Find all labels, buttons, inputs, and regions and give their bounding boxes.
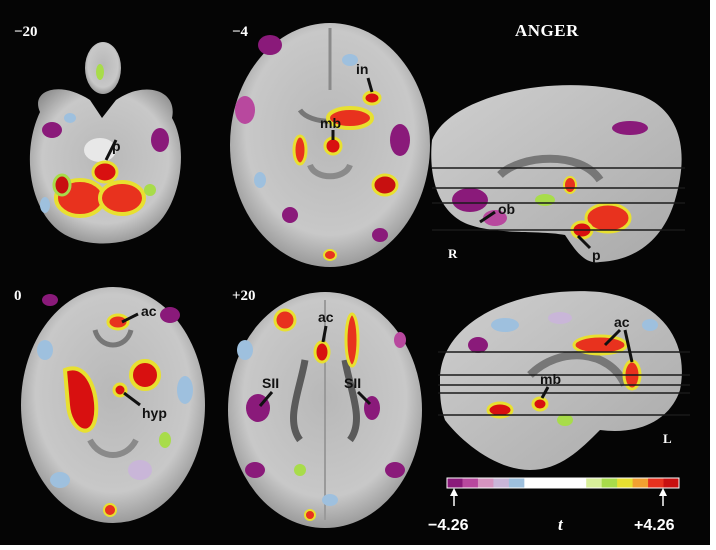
colorbar-segment (555, 478, 572, 488)
arrow (540, 386, 550, 399)
arrow (356, 390, 372, 406)
arrow (123, 391, 141, 407)
arrow (576, 234, 592, 250)
figure-title: ANGER (515, 21, 579, 40)
axial-slice-plus-20: +20 ac SII SII (228, 288, 422, 528)
activation-blobs (37, 294, 193, 517)
annotation-p: p (592, 247, 601, 263)
colorbar-segment (617, 478, 634, 488)
annotation-in: in (356, 61, 368, 77)
colorbar-min-arrowhead (450, 488, 458, 496)
colorbar-segment (570, 478, 587, 488)
colorbar-segment (648, 478, 665, 488)
colorbar-max-arrowhead (659, 488, 667, 496)
axial-slice-minus-4: −4 in mb (230, 23, 430, 267)
annotation-hyp: hyp (142, 405, 167, 421)
colorbar-min-label: −4.26 (428, 517, 469, 534)
annotation-p: p (112, 138, 121, 154)
slice-lines (432, 167, 685, 231)
arrow (258, 391, 274, 407)
activation-blobs (237, 308, 406, 521)
axial-slice-0: 0 ac hyp (14, 287, 205, 523)
annotation-mb: mb (540, 371, 561, 387)
brain-outline (21, 287, 205, 523)
side-label-l: L (663, 431, 672, 446)
activation-blobs (468, 312, 658, 426)
annotation-ac: ac (614, 314, 630, 330)
colorbar-segment (477, 478, 494, 488)
arrow (479, 210, 496, 224)
slice-label: +20 (232, 288, 256, 304)
arrow (603, 328, 622, 347)
colorbar-segment (493, 478, 510, 488)
annotation-sii-right: SII (344, 375, 361, 391)
annotation-mb: mb (320, 115, 341, 131)
colorbar-segment (663, 478, 680, 488)
colorbar-segment (524, 478, 541, 488)
slice-label: −20 (14, 24, 38, 40)
slice-label: −4 (232, 24, 249, 40)
colorbar-segment (447, 478, 463, 488)
annotation-sii-left: SII (262, 375, 279, 391)
colorbar-segment (462, 478, 479, 488)
slice-label: 0 (14, 288, 22, 304)
axial-slice-minus-20: −20 p (14, 24, 181, 244)
slice-lines (438, 351, 690, 416)
sagittal-view-top: ob p R (431, 85, 685, 263)
arrow (366, 77, 374, 93)
brain-outline (440, 291, 682, 470)
annotation-ac: ac (141, 303, 157, 319)
colorbar-segment (508, 478, 525, 488)
brain-outline (431, 85, 682, 263)
colorbar-segment (632, 478, 649, 488)
colorbar-variable: t (558, 515, 564, 534)
activation-blobs (235, 35, 410, 261)
colorbar-max-label: +4.26 (634, 517, 675, 534)
colorbar-border (446, 477, 680, 489)
sagittal-view-bottom: ac mb L (438, 291, 690, 470)
colorbar-segment (586, 478, 603, 488)
activation-blobs (40, 64, 169, 218)
annotation-ob: ob (498, 201, 515, 217)
colorbar-segment (539, 478, 556, 488)
colorbar (447, 478, 680, 488)
arrow (121, 312, 139, 324)
colorbar-segment (601, 478, 618, 488)
side-label-r: R (448, 246, 458, 261)
arrow (321, 325, 328, 343)
annotation-ac: ac (318, 309, 334, 325)
arrow (104, 139, 118, 161)
arrow (623, 329, 634, 363)
